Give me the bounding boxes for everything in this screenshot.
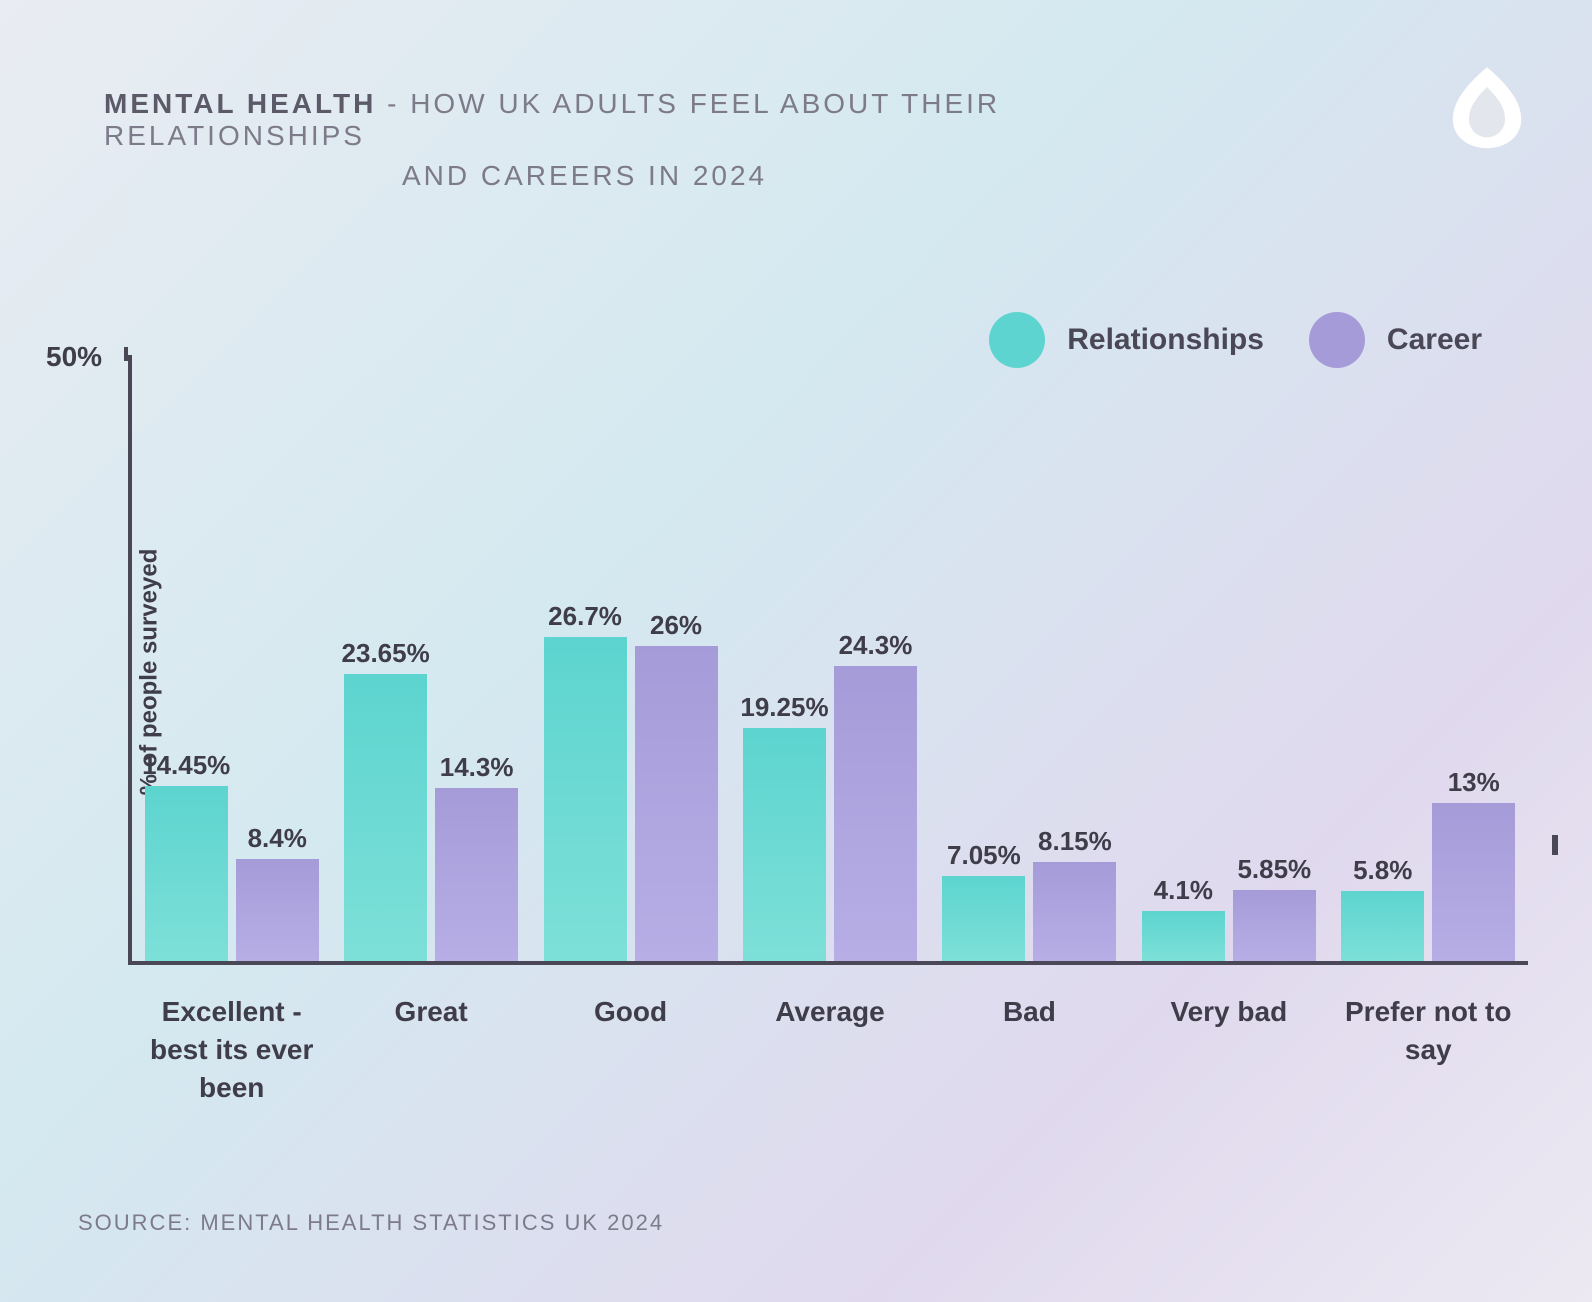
bar-group: 4.1%5.85% <box>1142 890 1316 961</box>
bar-career: 26% <box>635 646 718 961</box>
bar-value-label: 24.3% <box>805 630 945 661</box>
bar-relationships: 5.8% <box>1341 891 1424 961</box>
category-label: Average <box>732 993 927 1106</box>
bar-value-label: 23.65% <box>316 638 456 669</box>
chart-title: MENTAL HEALTH - HOW UK ADULTS FEEL ABOUT… <box>104 88 1204 192</box>
bar-relationships: 4.1% <box>1142 911 1225 961</box>
legend-label-career: Career <box>1387 323 1482 357</box>
source-text: SOURCE: MENTAL HEALTH STATISTICS UK 2024 <box>78 1210 664 1236</box>
category-label: Very bad <box>1131 993 1326 1106</box>
category-labels: Excellent - best its ever beenGreatGoodA… <box>132 965 1528 1106</box>
bar-career: 8.15% <box>1033 862 1116 961</box>
category-label: Good <box>533 993 728 1106</box>
bar-value-label: 13% <box>1404 767 1544 798</box>
decorative-tick-icon <box>1552 835 1558 855</box>
bar-value-label: 8.4% <box>207 823 347 854</box>
bar-relationships: 26.7% <box>544 637 627 961</box>
bar-group: 19.25%24.3% <box>743 666 917 961</box>
category-label: Bad <box>932 993 1127 1106</box>
bar-value-label: 8.15% <box>1005 826 1145 857</box>
bar-value-label: 14.3% <box>407 752 547 783</box>
title-line2: AND CAREERS IN 2024 <box>402 160 1204 192</box>
bar-career: 5.85% <box>1233 890 1316 961</box>
bar-value-label: 26% <box>606 610 746 641</box>
bar-relationships: 23.65% <box>344 674 427 961</box>
y-axis-max-label: 50% <box>46 341 102 373</box>
bar-group: 14.45%8.4% <box>145 786 319 961</box>
bar-relationships: 14.45% <box>145 786 228 961</box>
legend-label-relationships: Relationships <box>1067 323 1264 357</box>
bar-group: 7.05%8.15% <box>942 862 1116 961</box>
bar-career: 14.3% <box>435 788 518 961</box>
category-label: Prefer not to say <box>1331 993 1526 1106</box>
bar-career: 8.4% <box>236 859 319 961</box>
category-label: Excellent - best its ever been <box>134 993 329 1106</box>
bar-relationships: 7.05% <box>942 876 1025 961</box>
bar-group: 23.65%14.3% <box>344 674 518 961</box>
category-label: Great <box>334 993 529 1106</box>
bar-value-label: 14.45% <box>116 750 256 781</box>
title-bold: MENTAL HEALTH <box>104 88 376 119</box>
bar-career: 13% <box>1432 803 1515 961</box>
plot-area: 14.45%8.4%23.65%14.3%26.7%26%19.25%24.3%… <box>132 355 1528 961</box>
bar-relationships: 19.25% <box>743 728 826 961</box>
bar-group: 26.7%26% <box>544 637 718 961</box>
brand-logo-icon <box>1442 60 1532 150</box>
bar-career: 24.3% <box>834 666 917 961</box>
bar-group: 5.8%13% <box>1341 803 1515 961</box>
bar-chart: 50% % of people surveyed 14.45%8.4%23.65… <box>128 355 1528 965</box>
